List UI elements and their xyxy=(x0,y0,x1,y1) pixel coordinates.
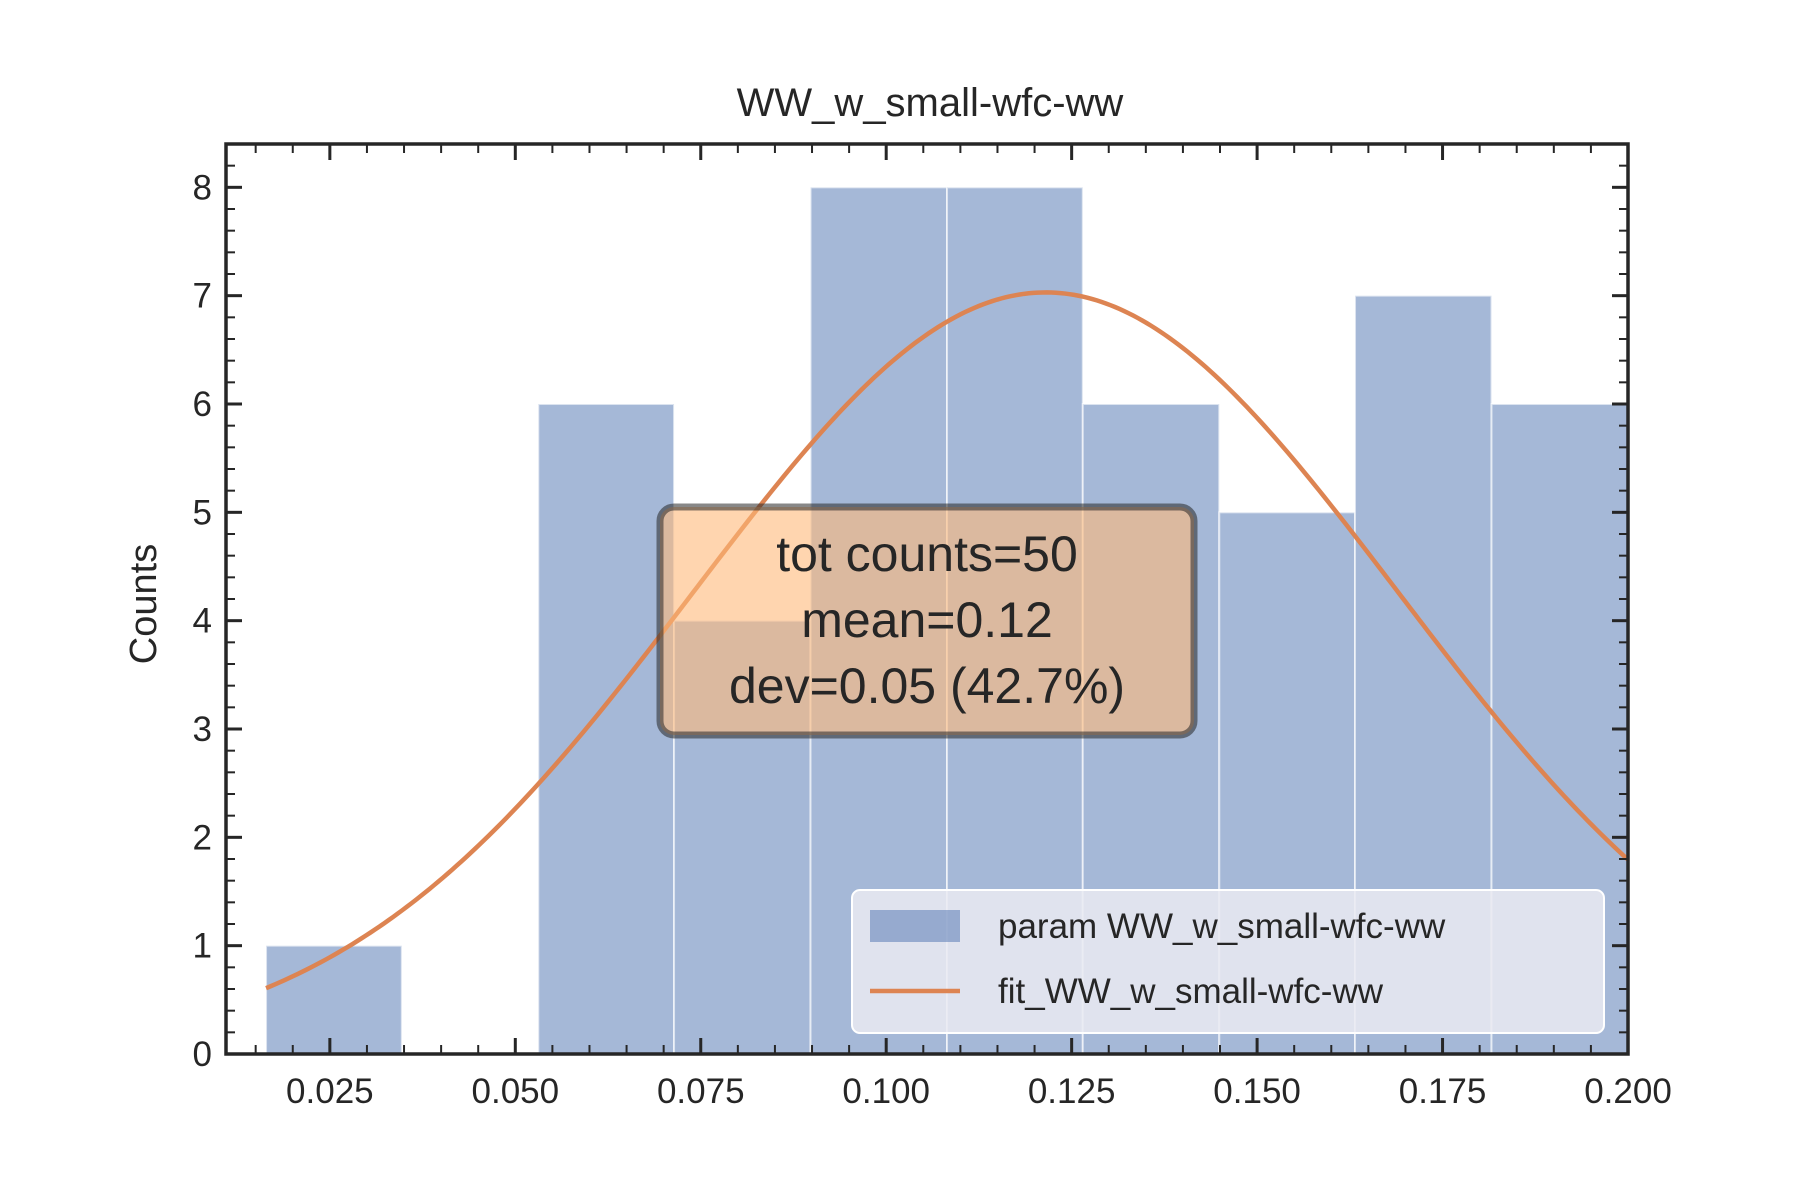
y-tick-label: 2 xyxy=(193,818,212,857)
legend-fit-label: fit_WW_w_small-wfc-ww xyxy=(998,972,1384,1011)
y-tick-label: 4 xyxy=(193,602,212,641)
x-tick-label: 0.100 xyxy=(842,1072,930,1111)
stats-box-background xyxy=(656,503,1198,739)
fit-curve xyxy=(265,290,1630,991)
x-axis-ticks: 0.025 0.050 0.075 0.100 0.125 0.150 0.175 0.200 xyxy=(254,144,1672,1111)
legend-background xyxy=(851,889,1605,1034)
chart-title: WW_w_small-wfc-ww xyxy=(737,81,1124,125)
x-tick-label: 0.200 xyxy=(1584,1072,1672,1111)
x-tick-label: 0.125 xyxy=(1028,1072,1116,1111)
x-tick-label: 0.150 xyxy=(1213,1072,1301,1111)
y-tick-label: 8 xyxy=(193,168,212,207)
y-tick-label: 7 xyxy=(193,277,212,316)
y-tick-label: 6 xyxy=(193,385,212,424)
y-tick-label: 5 xyxy=(193,493,212,532)
y-tick-label: 1 xyxy=(193,927,212,966)
legend-hist-label: param WW_w_small-wfc-ww xyxy=(998,907,1446,946)
stats-deviation: dev=0.05 (42.7%) xyxy=(729,658,1125,714)
x-tick-label: 0.175 xyxy=(1399,1072,1487,1111)
stats-box: tot counts=50 mean=0.12 dev=0.05 (42.7%) xyxy=(656,503,1198,739)
fit-layer xyxy=(265,290,1630,991)
stats-total-counts: tot counts=50 xyxy=(776,526,1078,582)
y-axis-label: Counts xyxy=(123,544,165,664)
legend: param WW_w_small-wfc-ww fit_WW_w_small-w… xyxy=(851,889,1605,1034)
histogram-bar-2 xyxy=(537,403,676,1055)
histogram-bar-0 xyxy=(265,944,403,1056)
x-tick-label: 0.025 xyxy=(286,1072,374,1111)
y-axis-ticks: 0 1 2 3 4 5 6 7 8 xyxy=(193,164,1628,1074)
x-tick-label: 0.075 xyxy=(657,1072,745,1111)
y-tick-label: 0 xyxy=(193,1035,212,1074)
legend-hist-swatch xyxy=(870,910,960,942)
stats-mean: mean=0.12 xyxy=(801,592,1053,648)
x-tick-label: 0.050 xyxy=(472,1072,560,1111)
y-tick-label: 3 xyxy=(193,710,212,749)
